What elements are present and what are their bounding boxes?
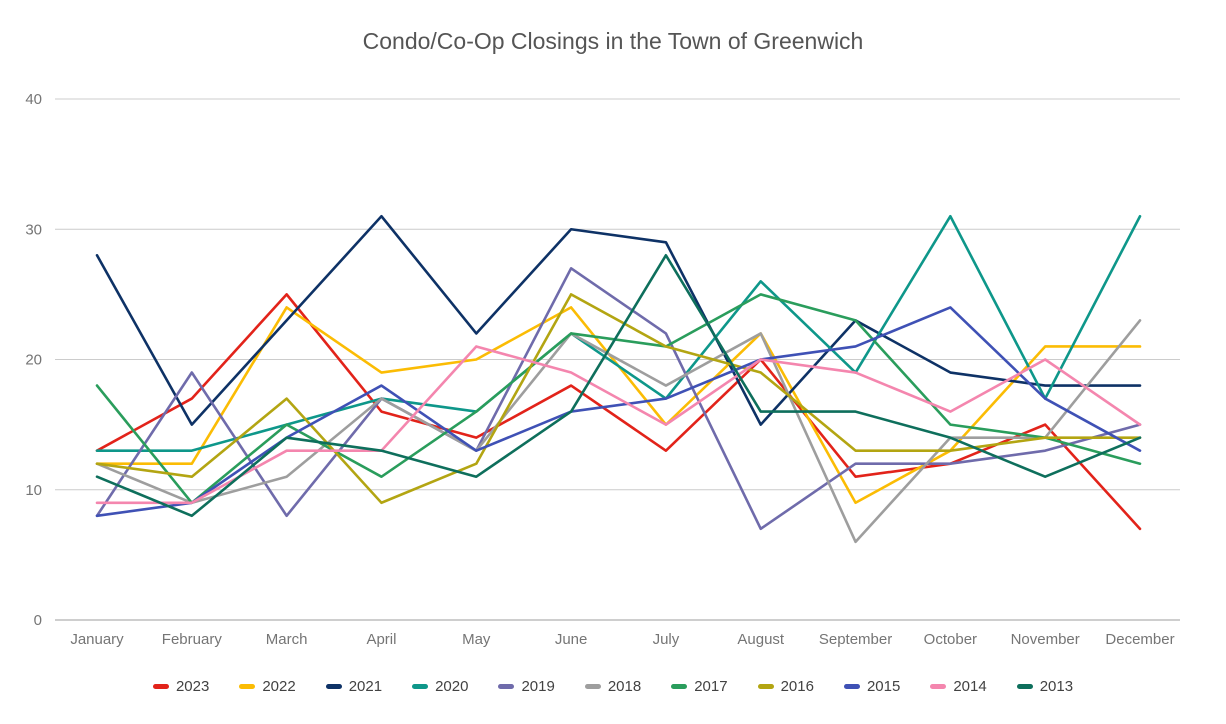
legend-item-2019[interactable]: 2019 [498,678,555,695]
legend-swatch-2023 [152,684,169,689]
series-line-2017[interactable] [95,293,1142,505]
legend-swatch-2022 [239,684,256,689]
x-axis-label-july: July [653,631,680,648]
legend-item-2023[interactable]: 2023 [152,678,210,695]
legend-swatch-2017 [671,684,688,689]
legend-swatch-2015 [843,684,860,689]
legend-label-2020: 2020 [435,678,469,695]
line-chart: 0 10 20 30 40 January February March April May Jun… [25,91,1180,648]
series-line-2016[interactable] [95,293,1142,505]
legend-label-2017: 2017 [694,678,728,695]
series-line-2021[interactable] [95,214,1142,426]
y-axis-tick-label: 40 [25,91,42,108]
legend-label-2023: 2023 [175,678,210,695]
legend-label-2018: 2018 [607,678,642,695]
x-axis-label-september: September [819,631,892,648]
y-axis-tick-label: 0 [34,612,42,629]
legend-swatch-2014 [930,684,947,689]
series-line-2014[interactable] [95,345,1142,505]
x-axis-label-december: December [1105,631,1174,648]
x-axis-label-june: June [555,631,588,648]
series-line-2015[interactable] [95,306,1142,518]
legend-label-2019: 2019 [521,678,555,695]
chart-title: Condo/Co-Op Closings in the Town of Gree… [362,28,864,54]
y-axis-tick-label: 10 [25,482,42,499]
x-axis-label-may: May [462,631,491,648]
legend-label-2016: 2016 [780,678,814,695]
legend-item-2021[interactable]: 2021 [325,678,383,695]
legend-item-2018[interactable]: 2018 [584,678,642,695]
x-axis-label-april: April [366,631,396,648]
legend-label-2021: 2021 [348,678,383,695]
legend-label-2015: 2015 [866,678,901,695]
legend-swatch-2019 [498,684,515,689]
y-axis-tick-label: 20 [25,352,42,369]
legend-item-2022[interactable]: 2022 [239,678,296,695]
x-axis-label-february: February [162,631,223,648]
x-axis-label-august: August [737,631,785,648]
legend-swatch-2018 [584,684,601,689]
legend-label-2022: 2022 [262,678,296,695]
legend-swatch-2020 [412,684,429,689]
legend-swatch-2016 [757,684,774,689]
legend-label-2014: 2014 [953,678,987,695]
series-line-2020[interactable] [95,214,1142,452]
legend: 2023 2022 2021 2020 2019 2018 2017 2016 2015 2014… [0,678,1226,695]
legend-item-2017[interactable]: 2017 [671,678,728,695]
legend-item-2020[interactable]: 2020 [412,678,468,695]
legend-item-2016[interactable]: 2016 [757,678,814,695]
x-axis-label-november: November [1011,631,1080,648]
legend-swatch-2021 [325,684,342,689]
series-line-2019[interactable] [95,267,1142,531]
legend-item-2013[interactable]: 2013 [1016,678,1074,695]
legend-swatch-2013 [1016,684,1033,689]
series-line-2013[interactable] [95,254,1142,518]
series-line-2018[interactable] [95,319,1142,544]
series-line-2023[interactable] [95,293,1142,531]
x-axis-label-january: January [70,631,124,648]
y-axis-tick-label: 30 [25,221,42,238]
legend-item-2015[interactable]: 2015 [843,678,901,695]
legend-item-2014[interactable]: 2014 [930,678,987,695]
x-axis-label-october: October [924,631,977,648]
legend-label-2013: 2013 [1039,678,1074,695]
x-axis-label-march: March [266,631,308,648]
